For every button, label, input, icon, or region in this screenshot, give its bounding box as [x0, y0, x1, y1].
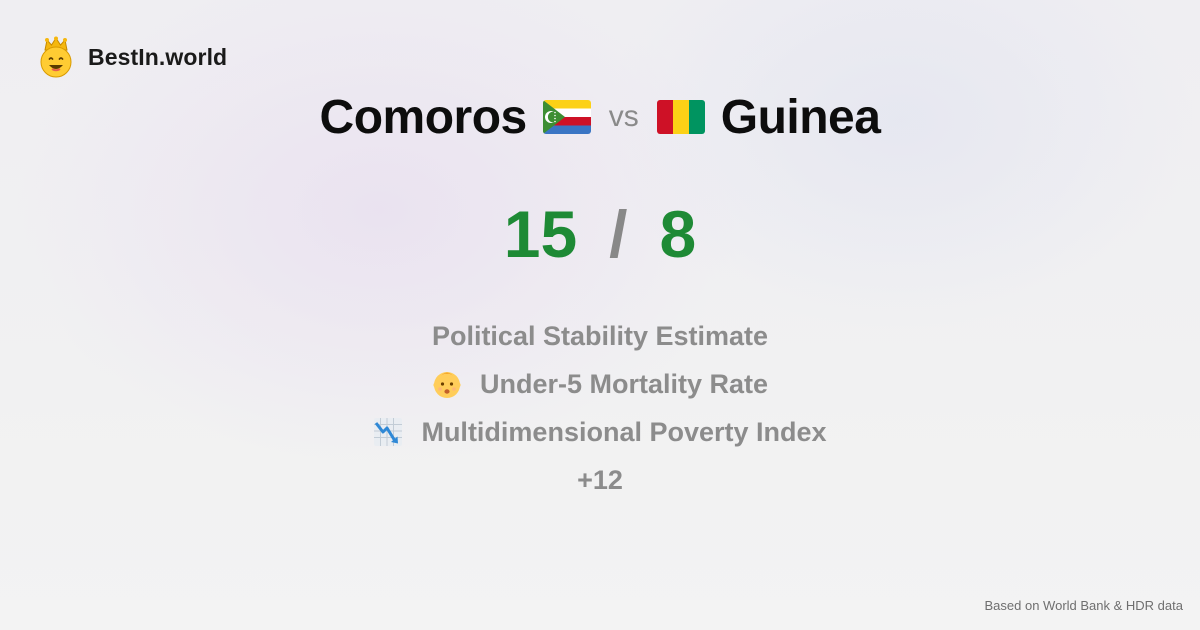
- right-country-name: Guinea: [720, 90, 881, 144]
- score-display: 15 / 8: [0, 196, 1200, 272]
- right-score: 8: [659, 197, 697, 271]
- more-metrics-count: +12: [0, 456, 1200, 504]
- vs-label: vs: [608, 100, 639, 133]
- comparison-title: Comoros vs: [0, 86, 1200, 148]
- left-score: 15: [503, 197, 578, 271]
- metric-label: Political Stability Estimate: [431, 320, 769, 351]
- metrics-list: Political Stability Estimate Under-5 Mor…: [0, 312, 1200, 504]
- metric-under5-mortality: Under-5 Mortality Rate: [0, 360, 1200, 408]
- metric-label: Under-5 Mortality Rate: [479, 368, 769, 399]
- metric-political-stability: Political Stability Estimate: [0, 312, 1200, 360]
- brand-name: BestIn.world: [88, 43, 228, 70]
- metric-label: Multidimensional Poverty Index: [421, 416, 827, 447]
- crown-smiley-icon: [38, 36, 74, 78]
- more-label: +12: [577, 464, 623, 495]
- data-source-note: Based on World Bank & HDR data: [984, 598, 1183, 613]
- score-separator: /: [609, 197, 628, 271]
- chart-decreasing-icon: [373, 417, 403, 447]
- baby-icon: [432, 368, 462, 400]
- comoros-flag-icon: [542, 100, 591, 134]
- guinea-flag-icon: [656, 100, 705, 134]
- brand-logo[interactable]: BestIn.world: [38, 36, 227, 78]
- metric-multidimensional-poverty: Multidimensional Poverty Index: [0, 408, 1200, 456]
- left-country-name: Comoros: [319, 90, 528, 144]
